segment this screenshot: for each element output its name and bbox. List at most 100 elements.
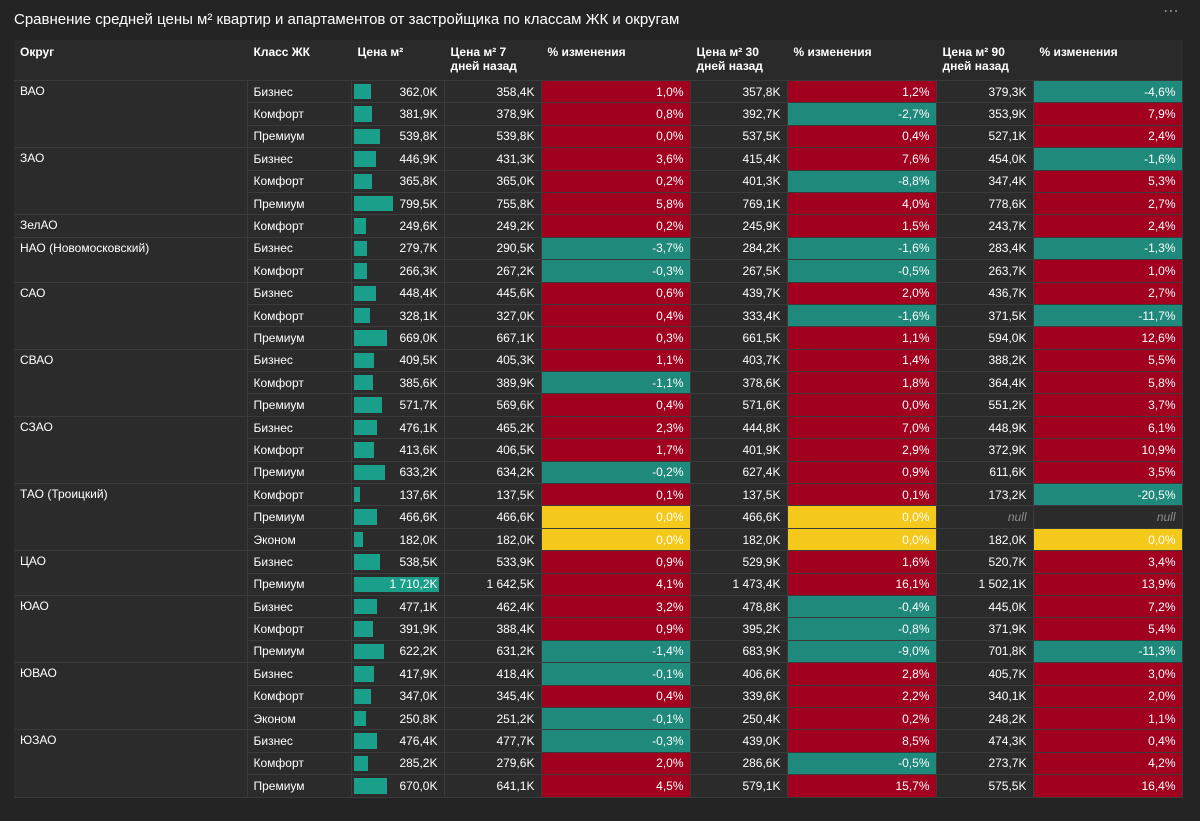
cell-price30: 579,1K [690,774,788,798]
cell-price: 413,6K [351,438,445,462]
cell-price7: 445,6K [444,282,542,305]
cell-price90: 448,9K [936,416,1034,440]
header-okrug[interactable]: Округ [14,40,248,81]
cell-price7: 249,2K [444,214,542,238]
cell-price7: 358,4K [444,80,542,104]
more-dots-icon[interactable]: ⋯ [1163,3,1180,20]
cell-price: 279,7K [351,237,445,261]
cell-klass: Бизнес [247,349,352,373]
cell-chg7: 0,4% [541,393,691,417]
table-row: Эконом 182,0K 182,0K 0,0% 182,0K 0,0% 182,0K 0,… [14,528,1183,552]
table-row: Комфорт 385,6K 389,9K -1,1% 378,6K 1,8% 364,4K… [14,371,1183,395]
price-bar [353,84,372,100]
cell-price7: 1 642,5K [444,573,542,596]
cell-price90: 371,5K [936,304,1034,328]
header-price[interactable]: Цена м² [351,40,445,81]
header-price90[interactable]: Цена м² 90 дней назад [936,40,1034,81]
price-bar [353,263,367,279]
cell-chg7: 0,2% [541,214,691,238]
price-value: 466,6K [399,510,438,525]
cell-price7: 631,2K [444,640,542,664]
table-row: ЗАО Бизнес 446,9K 431,3K 3,6% 415,4K 7,6% 454,0… [14,147,1183,216]
cell-price90: 353,9K [936,102,1034,126]
table-row: Премиум 466,6K 466,6K 0,0% 466,6K 0,0% null nul… [14,505,1183,529]
header-chg90[interactable]: % изменения [1033,40,1183,81]
cell-price7: 431,3K [444,147,542,171]
price-value: 417,9K [399,666,438,681]
cell-chg30: 0,0% [787,505,937,529]
cell-chg30: -8,8% [787,170,937,193]
price-bar [353,419,378,436]
cell-klass: Комфорт [247,438,352,462]
cell-klass: Премиум [247,192,352,216]
cell-chg7: 5,8% [541,192,691,216]
cell-chg90: 3,5% [1033,461,1183,485]
table-row: Эконом 250,8K 251,2K -0,1% 250,4K 0,2% 248,2K 1… [14,707,1183,731]
cell-klass: Комфорт [247,371,352,395]
cell-price30: 415,4K [690,147,788,171]
table-row: Комфорт 365,8K 365,0K 0,2% 401,3K -8,8% 347,4K… [14,170,1183,193]
cell-chg90: 12,6% [1033,326,1183,350]
cell-price90: 594,0K [936,326,1034,350]
cell-chg30: -1,6% [787,304,937,328]
price-bar [353,576,439,592]
cell-price90: 1 502,1K [936,573,1034,596]
cell-chg7: 0,9% [541,550,691,574]
cell-price30: 339,6K [690,685,788,708]
cell-price: 250,8K [351,707,445,731]
cell-price: 476,4K [351,729,445,753]
header-chg30[interactable]: % изменения [787,40,937,81]
cell-chg7: -0,1% [541,707,691,731]
cell-price: 539,8K [351,125,445,149]
cell-price30: 439,7K [690,282,788,305]
cell-chg90: 10,9% [1033,438,1183,462]
header-klass[interactable]: Класс ЖК [247,40,352,81]
price-value: 347,0K [399,689,438,704]
price-value: 539,8K [399,129,438,144]
cell-price: 799,5K [351,192,445,216]
cell-price90: 182,0K [936,528,1034,552]
cell-price: 137,6K [351,483,445,507]
cell-price7: 267,2K [444,259,542,283]
header-price30[interactable]: Цена м² 30 дней назад [690,40,788,81]
cell-chg7: 1,0% [541,80,691,104]
cell-chg30: 1,8% [787,371,937,395]
cell-chg7: 0,0% [541,528,691,552]
cell-klass: Премиум [247,125,352,149]
cell-chg30: 0,0% [787,393,937,417]
cell-chg90: 2,7% [1033,282,1183,305]
cell-chg30: 2,0% [787,282,937,305]
price-bar [353,509,377,525]
cell-price90: 273,7K [936,752,1034,776]
price-bar [353,307,370,324]
cell-chg90: 3,4% [1033,550,1183,574]
cell-price90: 474,3K [936,729,1034,753]
cell-klass: Бизнес [247,416,352,440]
page-title: Сравнение средней цены м² квартир и апар… [14,11,680,28]
cell-klass: Бизнес [247,662,352,686]
cell-chg90: 2,4% [1033,214,1183,238]
cell-price90: 379,3K [936,80,1034,104]
cell-price: 1 710,2K [351,573,445,596]
cell-price: 633,2K [351,461,445,485]
cell-chg7: 0,8% [541,102,691,126]
cell-chg30: 1,5% [787,214,937,238]
cell-chg90: 5,3% [1033,170,1183,193]
header-price7[interactable]: Цена м² 7 дней назад [444,40,542,81]
cell-chg30: -1,6% [787,237,937,261]
cell-price90: 340,1K [936,685,1034,708]
cell-price7: 533,9K [444,550,542,574]
cell-price: 670,0K [351,774,445,798]
cell-price30: 401,3K [690,170,788,193]
price-bar [353,218,366,234]
cell-price: 381,9K [351,102,445,126]
header-chg7[interactable]: % изменения [541,40,691,81]
cell-price30: 267,5K [690,259,788,283]
cell-price30: 284,2K [690,237,788,261]
price-bar [353,375,373,391]
cell-klass: Бизнес [247,282,352,305]
table-row: Премиум 799,5K 755,8K 5,8% 769,1K 4,0% 778,6K 2… [14,192,1183,216]
cell-chg30: 2,2% [787,685,937,708]
cell-chg30: 1,4% [787,349,937,373]
table-row: ЮЗАО Бизнес 476,4K 477,7K -0,3% 439,0K 8,5% 474… [14,729,1183,798]
